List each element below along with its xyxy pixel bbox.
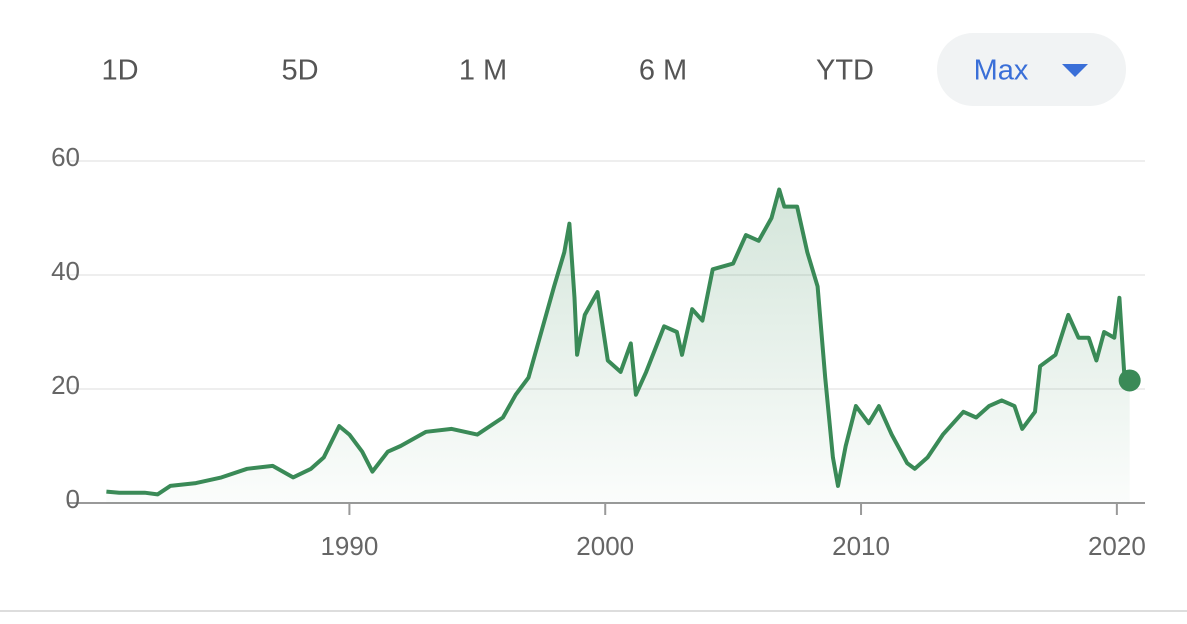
tab[interactable]: 5D xyxy=(281,55,318,87)
y-tick-label: 0 xyxy=(66,484,80,514)
y-tick-label: 20 xyxy=(51,370,80,400)
price-line xyxy=(106,187,1131,497)
tab[interactable]: 6 M xyxy=(639,55,687,87)
dropdown-arrow[interactable] xyxy=(1062,64,1088,77)
tab[interactable]: YTD xyxy=(816,55,874,87)
tab[interactable]: 1D xyxy=(101,55,138,87)
y-tick-label: 40 xyxy=(51,256,80,286)
x-tick-label: 2000 xyxy=(576,531,634,561)
last-point xyxy=(1118,369,1141,392)
tab[interactable]: 1 M xyxy=(459,55,507,87)
y-tick-label: 60 xyxy=(51,142,80,172)
x-tick-label: 2020 xyxy=(1088,531,1146,561)
tab-selected-bg[interactable] xyxy=(937,33,1126,106)
area-fill xyxy=(106,189,1130,503)
x-tick-label: 2010 xyxy=(832,531,890,561)
tab[interactable]: Max xyxy=(974,55,1029,87)
x-tick-label: 1990 xyxy=(320,531,378,561)
